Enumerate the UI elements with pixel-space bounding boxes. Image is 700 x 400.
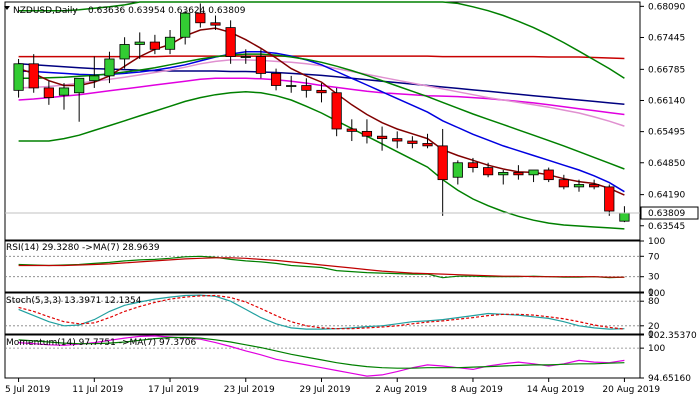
rsi-label: RSI(14) 29.3280 ->MA(7) 28.9639 (6, 243, 160, 253)
candle-down (422, 143, 433, 147)
time-tick-label: 14 Aug 2019 (527, 385, 585, 395)
stoch-label: Stoch(5,3,3) 13.3971 12.1354 (6, 296, 142, 306)
current-price-line: 0.63809 (5, 206, 699, 220)
price-tick-label: 0.65495 (648, 128, 685, 138)
candle-down (361, 130, 373, 137)
candle-up (240, 56, 251, 58)
candle-down (407, 140, 418, 144)
symbol-label: NZDUSD,Daily (13, 6, 78, 16)
panel-frame (4, 240, 641, 293)
level-label: 0 (648, 330, 654, 340)
level-label: 70 (648, 252, 660, 262)
panel-frame (4, 334, 641, 379)
overlay-line (18, 91, 625, 230)
candle-up (528, 169, 539, 176)
candle-down (513, 172, 524, 176)
time-tick-label: 20 Aug 2019 (602, 385, 660, 395)
candle-down (255, 56, 267, 74)
momentum-label: Momentum(14) 97.7751 ->MA(7) 97.3706 (6, 338, 197, 348)
oscillator-line (18, 294, 625, 330)
oscillator-line (18, 335, 625, 377)
level-label: 102.35370 (648, 331, 697, 341)
overlay-line (18, 53, 625, 170)
candle-up (58, 87, 70, 96)
time-tick-label: 2 Aug 2019 (375, 385, 427, 395)
candle-down (558, 179, 569, 188)
candle-down (376, 135, 388, 140)
level-label: 20 (648, 322, 660, 332)
candle-down (346, 128, 357, 132)
candle-up (286, 85, 297, 87)
level-label: 0 (648, 288, 654, 298)
candle-up (180, 12, 191, 38)
candle-down (589, 184, 600, 188)
overlay-line (18, 50, 625, 193)
candle-down (225, 27, 236, 57)
candle-down (28, 63, 39, 89)
symbol-header: NZDUSD,Daily 0.63636 0.63954 0.63624 0.6… (4, 6, 246, 16)
candle-up (164, 36, 176, 50)
candle-up (119, 44, 130, 60)
level-label: 100 (648, 344, 665, 354)
candle-down (331, 92, 342, 130)
candle-down (316, 89, 327, 94)
time-tick-label: 11 Jul 2019 (72, 385, 123, 395)
candle-down (543, 169, 554, 181)
candlestick-series (13, 3, 630, 223)
candle-down (195, 12, 206, 24)
collapse-triangle-icon[interactable] (4, 6, 10, 10)
candle-up (104, 58, 115, 77)
panel-frame (4, 1, 641, 241)
price-tick-label: 0.67445 (648, 33, 685, 43)
candle-down (483, 167, 494, 176)
candle-up (619, 212, 630, 222)
price-tick-label: 0.66785 (648, 65, 685, 75)
candle-up (573, 184, 585, 188)
price-tick-label: 0.63545 (648, 222, 685, 232)
price-tick-label: 0.66140 (648, 96, 685, 106)
candle-up (498, 172, 509, 176)
candle-down (604, 186, 615, 212)
time-tick-label: 5 Jul 2019 (5, 385, 50, 395)
current-price-tag (640, 206, 699, 220)
time-tick-label: 17 Jul 2019 (148, 385, 199, 395)
overlay-line (18, 59, 625, 127)
time-axis: 5 Jul 2019 11 Jul 2019 17 Jul 2019 23 Jul 2… (5, 378, 660, 395)
candle-down (43, 87, 54, 98)
ohlc-values: 0.63636 0.63954 0.63624 0.63809 (88, 6, 246, 16)
current-price-label: 0.63809 (648, 209, 685, 219)
price-tick-label: 0.64850 (648, 159, 685, 169)
panel-frame (4, 292, 641, 335)
panel-frames (4, 1, 641, 379)
level-label: 100 (648, 237, 665, 247)
candle-down (210, 22, 221, 26)
oscillator-line (18, 257, 625, 278)
candle-down (467, 162, 479, 168)
candle-down (270, 73, 282, 86)
level-label: 100 (648, 289, 665, 299)
candle-down (437, 145, 448, 181)
candle-down (392, 138, 403, 142)
price-axis: 0.68090 0.67445 0.66785 0.66140 0.65495 0.648… (640, 2, 685, 232)
candle-up (74, 77, 85, 94)
oscillator-line (18, 294, 625, 330)
oscillator-line (18, 336, 625, 369)
time-tick-label: 23 Jul 2019 (224, 385, 275, 395)
candle-up (13, 63, 24, 91)
overlay-line (18, 1, 625, 79)
price-tick-label: 0.64190 (648, 191, 685, 201)
level-label: 94.65160 (648, 374, 691, 384)
candle-down (149, 41, 160, 50)
time-tick-label: 29 Jul 2019 (300, 385, 351, 395)
level-label: 80 (648, 297, 660, 307)
price-tick-label: 0.68090 (648, 2, 685, 12)
level-label: 30 (648, 273, 660, 283)
time-tick-label: 8 Aug 2019 (451, 385, 503, 395)
candle-down (301, 85, 312, 91)
candle-up (134, 41, 145, 45)
candle-up (89, 75, 100, 82)
candle-up (452, 162, 463, 178)
